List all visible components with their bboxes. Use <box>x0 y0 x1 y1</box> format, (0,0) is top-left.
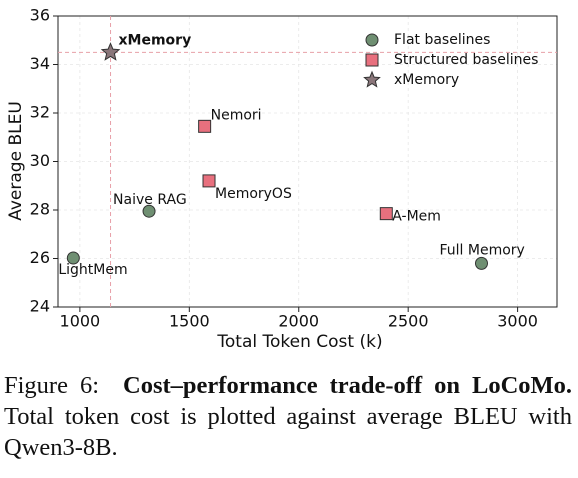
plot-frame <box>57 15 558 308</box>
point-label: A-Mem <box>392 209 441 225</box>
point-label: xMemory <box>119 32 192 48</box>
caption-title: Cost–performance trade-off on LoCoMo. <box>123 372 573 399</box>
legend-label: Flat baselines <box>394 32 490 48</box>
x-tick-label: 2000 <box>278 312 319 331</box>
point-label: Full Memory <box>439 242 524 258</box>
legend-label: Structured baselines <box>394 52 538 68</box>
y-axis-label: Average BLEU <box>6 101 26 221</box>
point <box>474 256 488 270</box>
x-tick-label: 1000 <box>60 312 101 331</box>
x-axis-label: Total Token Cost (k) <box>216 332 382 352</box>
legend-label: xMemory <box>394 72 459 88</box>
caption-text: Total token cost is plotted against aver… <box>4 403 572 461</box>
x-tick-label: 1500 <box>169 312 210 331</box>
y-tick-label: 36 <box>30 6 50 25</box>
y-tick-label: 34 <box>30 54 50 73</box>
point <box>365 33 379 47</box>
point <box>100 42 121 61</box>
x-tick-label: 2500 <box>388 312 429 331</box>
point-label: MemoryOS <box>215 186 292 202</box>
y-tick-label: 32 <box>30 103 50 122</box>
y-tick-label: 24 <box>30 297 50 316</box>
point <box>379 207 393 221</box>
y-tick-label: 30 <box>30 151 50 170</box>
y-tick-label: 26 <box>30 248 50 267</box>
chart: Total Token Cost (k) Average BLEU 1000 15… <box>6 6 558 352</box>
y-tick-label: 28 <box>30 200 50 219</box>
point <box>198 119 212 133</box>
point-label: Nemori <box>211 107 262 123</box>
point-label: LightMem <box>58 262 127 278</box>
caption-label: Figure 6: <box>4 372 100 399</box>
x-tick-label: 3000 <box>497 312 538 331</box>
point <box>365 53 379 67</box>
point-label: Naive RAG <box>113 192 187 208</box>
point <box>363 70 381 88</box>
point <box>66 251 80 265</box>
point <box>142 204 156 218</box>
point <box>202 174 216 188</box>
caption: Figure 6: Cost–performance trade-off on … <box>4 370 572 463</box>
